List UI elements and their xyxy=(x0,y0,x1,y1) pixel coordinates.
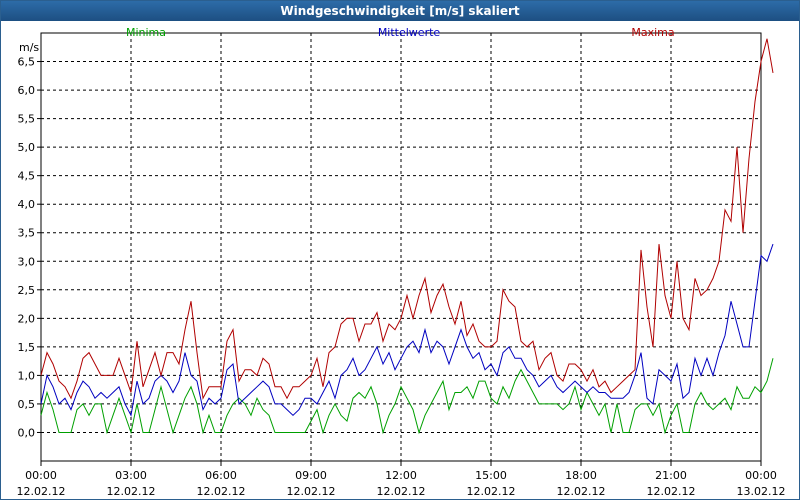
y-tick-label: 1,5 xyxy=(18,341,36,354)
window-title: Windgeschwindigkeit [m/s] skaliert xyxy=(1,1,799,21)
legend-mittelwerte: Mittelwerte xyxy=(378,26,441,39)
x-tick-date: 12.02.12 xyxy=(557,485,606,498)
x-tick-date: 12.02.12 xyxy=(107,485,156,498)
grid xyxy=(40,32,762,462)
x-tick-date: 12.02.12 xyxy=(647,485,696,498)
y-tick-label: 2,5 xyxy=(18,284,36,297)
y-tick-label: 4,0 xyxy=(18,198,36,211)
y-tick-label: 4,5 xyxy=(18,170,36,183)
y-tick-label: 2,0 xyxy=(18,312,36,325)
y-axis-label: m/s xyxy=(19,41,39,54)
legend-maxima: Maxima xyxy=(631,26,674,39)
y-tick-label: 6,5 xyxy=(18,56,36,69)
x-tick-time: 12:00 xyxy=(385,469,417,482)
x-tick-date: 12.02.12 xyxy=(467,485,516,498)
series-line-minima xyxy=(40,358,774,435)
series-line-maxima xyxy=(40,38,774,400)
x-tick-date: 12.02.12 xyxy=(377,485,426,498)
x-tick-time: 21:00 xyxy=(655,469,687,482)
y-tick-label: 5,0 xyxy=(18,141,36,154)
x-tick-date: 12.02.12 xyxy=(287,485,336,498)
x-tick-time: 06:00 xyxy=(205,469,237,482)
x-tick-time: 09:00 xyxy=(295,469,327,482)
x-tick-date: 13.02.12 xyxy=(737,485,786,498)
y-tick-label: 1,0 xyxy=(18,369,36,382)
series-lines xyxy=(40,38,774,435)
x-tick-date: 12.02.12 xyxy=(197,485,246,498)
x-tick-date: 12.02.12 xyxy=(17,485,66,498)
x-tick-time: 00:00 xyxy=(25,469,57,482)
x-axis: 00:00 12.02.12 03:00 12.02.12 06:00 12.02.12 0… xyxy=(17,461,786,498)
wind-speed-chart: 0,0 0,5 1,0 1,5 2,0 2,5 3,0 3,5 4,0 4,5 5,0 5,5 6,0 6… xyxy=(17,26,786,498)
y-tick-label: 0,5 xyxy=(18,398,36,411)
legend: Minima Mittelwerte Maxima xyxy=(126,26,675,39)
y-tick-label: 3,5 xyxy=(18,227,36,240)
y-tick-label: 3,0 xyxy=(18,255,36,268)
legend-minima: Minima xyxy=(126,26,166,39)
x-tick-time: 03:00 xyxy=(115,469,147,482)
x-tick-time: 18:00 xyxy=(565,469,597,482)
y-tick-label: 6,0 xyxy=(18,84,36,97)
y-tick-label: 0,0 xyxy=(18,426,36,439)
y-axis: 0,0 0,5 1,0 1,5 2,0 2,5 3,0 3,5 4,0 4,5 5,0 5,5 6,0 6… xyxy=(18,56,41,439)
x-tick-time: 15:00 xyxy=(475,469,507,482)
series-line-mittelwerte xyxy=(40,243,774,417)
y-tick-label: 5,5 xyxy=(18,113,36,126)
x-tick-time: 00:00 xyxy=(745,469,777,482)
